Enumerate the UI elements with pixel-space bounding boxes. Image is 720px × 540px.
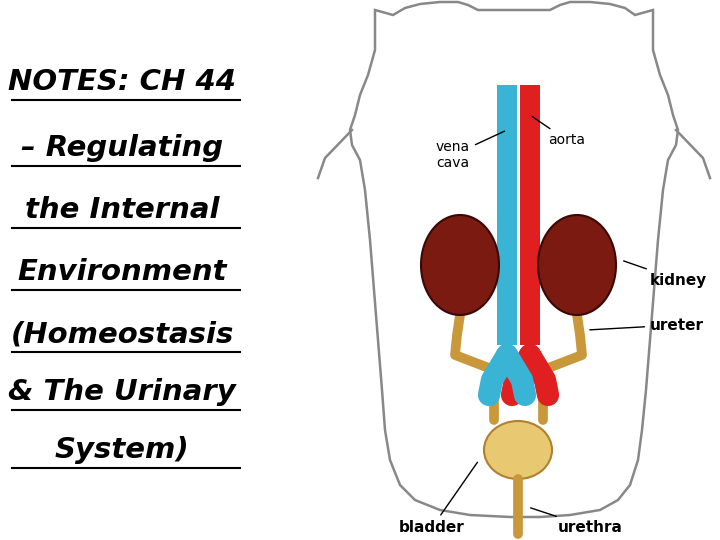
Ellipse shape (421, 215, 499, 315)
Text: urethra: urethra (531, 508, 622, 535)
Text: Environment: Environment (17, 258, 227, 286)
Bar (497, 85, 517, 345)
Bar (520, 85, 540, 345)
Text: – Regulating: – Regulating (21, 134, 223, 162)
Ellipse shape (538, 215, 616, 315)
Text: aorta: aorta (532, 117, 585, 147)
Text: NOTES: CH 44: NOTES: CH 44 (8, 68, 236, 96)
Text: ureter: ureter (590, 318, 704, 333)
Text: System): System) (55, 436, 189, 464)
Text: bladder: bladder (399, 462, 477, 535)
Polygon shape (350, 2, 678, 517)
Ellipse shape (484, 421, 552, 479)
Text: the Internal: the Internal (24, 196, 220, 224)
Text: (Homeostasis: (Homeostasis (10, 320, 234, 348)
Text: kidney: kidney (624, 261, 707, 287)
Text: & The Urinary: & The Urinary (8, 378, 236, 406)
Text: vena
cava: vena cava (436, 131, 505, 170)
